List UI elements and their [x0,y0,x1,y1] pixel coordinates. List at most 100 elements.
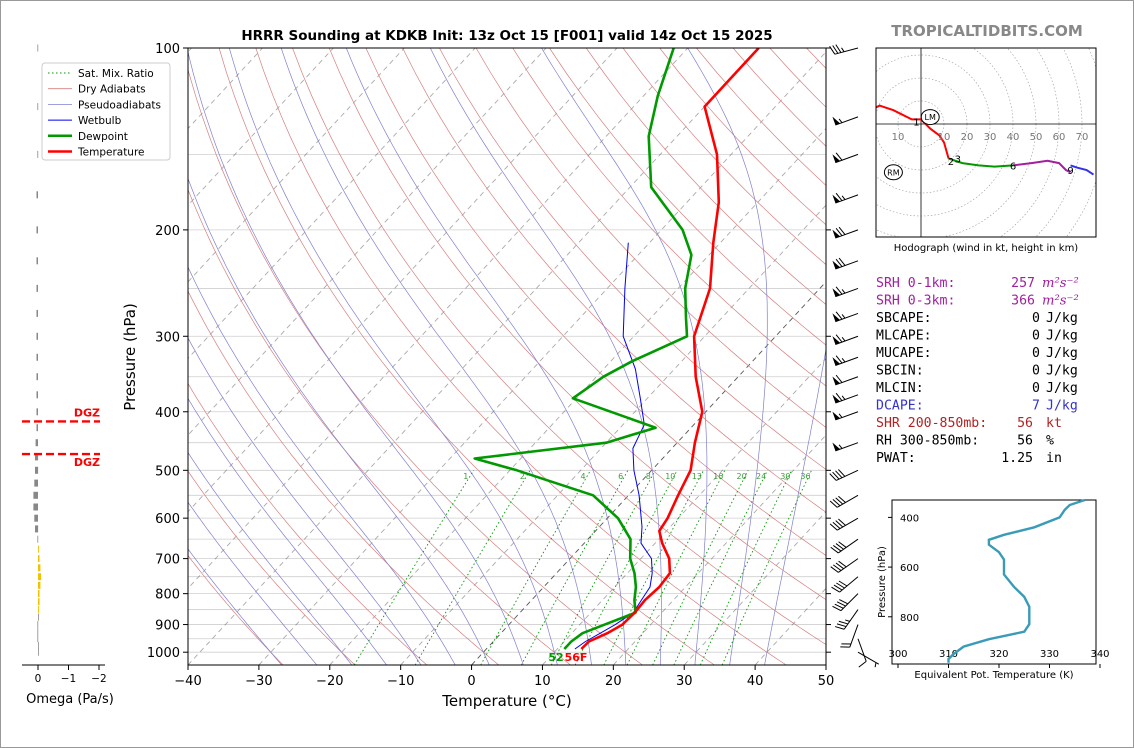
theta-e-x-tick-label: 320 [989,649,1008,660]
stat-value: 0 [1032,311,1040,326]
storm-motion-marker [920,109,940,126]
dry-adiabat [188,188,571,665]
barb-full [858,660,867,668]
y-tick-label: 300 [155,330,180,345]
omega-x-axis: 0 −1 −2 [22,664,107,685]
barb-full [835,192,843,201]
omega-bar [36,226,38,234]
skewt-axes: −40 −30 −20 −10 0 10 20 30 40 50 100 200 300 400 500 60… [147,42,834,689]
hodograph-height-label: 3 [955,155,961,166]
barb-full [835,227,843,236]
omega-bar [38,590,40,598]
mixing-ratio-label: 4 [581,472,586,481]
dry-adiabat [188,382,428,665]
watermark: TROPICALTIDBITS.COM [891,22,1083,40]
theta-e-xlabel: Equivalent Pot. Temperature (K) [914,670,1073,681]
legend-label: Pseudoadiabats [78,99,161,111]
omega-bar [37,150,39,158]
barb-full [829,523,838,531]
mixing-ratio-label: 10 [665,472,675,481]
barb-half [841,195,846,200]
x-tick-label: 50 [818,674,835,689]
theta-e-y-tick-label: 600 [900,563,919,574]
barb-full [835,311,843,320]
barb-half [838,444,843,449]
y-tick-label: 800 [155,588,180,603]
stat-unit: kt [1046,416,1062,431]
barb-full [835,44,842,53]
omega-bar [37,621,39,629]
barb-staff [849,624,859,648]
barb-full [832,45,839,54]
storm-motion-marker [883,164,903,181]
barb-half [841,357,846,363]
x-tick-label: −10 [387,674,414,689]
wind-barb [834,609,859,630]
barb-flag [832,411,841,420]
isobars [188,48,826,665]
omega-bar [38,564,41,572]
hodograph-ring-label: 20 [961,132,974,143]
barb-flag [832,229,841,239]
sounding-stats: SRH 0-1km: 257 m²s⁻² SRH 0-3km: 366 m²s⁻² SBCA… [876,276,1079,466]
stat-value: 0 [1032,364,1040,379]
dgz-label: DGZ [74,456,100,469]
omega-tick-label: −1 [61,673,76,685]
dry-adiabat [328,48,826,601]
omega-bar [36,257,38,265]
barb-staff [836,494,859,508]
omega-bar [35,439,38,447]
stat-value: 56 [1017,434,1033,449]
wind-barb [832,374,859,386]
stat-value: 0 [1032,329,1040,344]
barb-full [839,599,849,605]
theta-e-line [947,498,1086,663]
omega-bar [36,424,38,432]
stat-value: 56 [1017,416,1033,431]
hodograph-segment [1012,159,1071,174]
dry-adiabat [292,48,826,646]
stat-unit: J/kg [1046,346,1078,361]
wind-barb [829,494,859,508]
barb-full [830,566,839,573]
barb-full [835,355,843,364]
hodograph-height-label: 1 [913,118,919,129]
y-tick-label: 700 [155,553,180,568]
stat-label: SRH 0-1km: [876,276,955,291]
mixing-ratio-label: 36 [800,472,810,481]
wind-barb [832,152,859,164]
y-tick-label: 1000 [147,646,180,661]
stat-unit: J/kg [1046,399,1078,414]
dry-adiabat [549,48,826,346]
omega-bar [37,103,39,111]
x-tick-label: 30 [676,674,693,689]
pseudoadiabat [188,177,490,665]
omega-bar [35,525,39,533]
barb-flag [832,336,841,345]
barb-staff [857,638,867,662]
barb-full [838,560,847,568]
chart-title: HRRR Sounding at KDKB Init: 13z Oct 15 [… [241,28,772,44]
barb-staff [834,47,859,55]
wind-barb [832,392,859,404]
stat-label: MLCIN: [876,381,924,396]
barb-staff [836,517,859,531]
omega-bar [36,191,38,199]
legend-label: Dry Adiabats [78,84,146,96]
mixing-ratio-label: 30 [780,472,790,481]
barb-staff [835,469,859,481]
omega-bar [38,606,39,614]
pseudoadiabat [228,48,558,665]
stat-value: 257 [1011,276,1035,291]
stat-unit: J/kg [1046,364,1078,379]
barb-half [838,413,843,418]
pseudoadiabat [429,48,662,665]
omega-bar [38,642,39,650]
omega-bar [38,598,40,606]
hodograph-ring-label: 60 [1053,132,1066,143]
stat-label: SHR 200-850mb: [876,416,987,431]
theta-e-ylabel: Pressure (hPa) [877,546,888,618]
surface-temp-label: 56F [565,651,588,664]
dry-adiabat [585,48,826,305]
storm-motion-label: LM [925,113,936,122]
